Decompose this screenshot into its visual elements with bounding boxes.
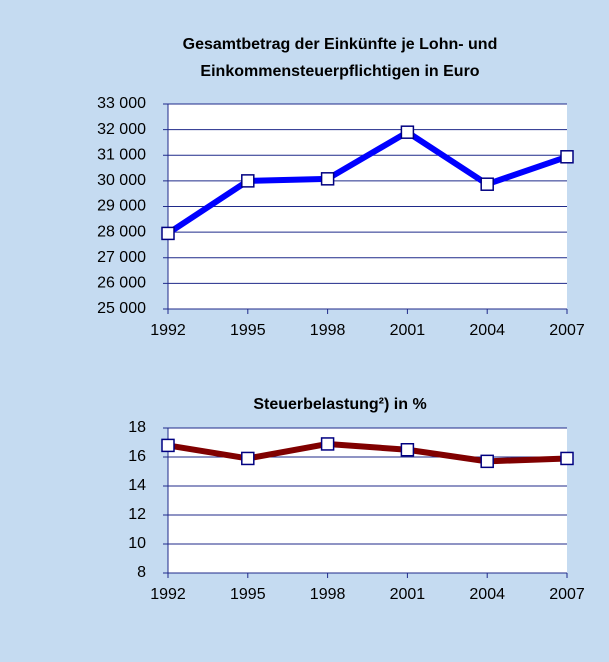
- plot-area: [168, 428, 567, 573]
- marker: [560, 451, 574, 466]
- y-tick-label: 8: [137, 564, 146, 581]
- y-tick-label: 33 000: [97, 95, 146, 112]
- marker: [161, 226, 175, 241]
- marker: [320, 437, 335, 451]
- y-tick-label: 27 000: [97, 249, 146, 266]
- y-tick-label: 28 000: [97, 223, 146, 240]
- y-tick-label: 18: [128, 419, 146, 436]
- chart-title: Einkommensteuerpflichtigen in Euro: [200, 63, 479, 80]
- x-tick-label: 2004: [469, 586, 505, 603]
- chart-title: Gesamtbetrag der Einkünfte je Lohn- und: [183, 36, 498, 53]
- x-tick-label: 1992: [150, 586, 186, 603]
- y-tick-label: 32 000: [97, 121, 146, 138]
- marker: [480, 177, 494, 191]
- chart-title: Steuerbelastung²) in %: [253, 396, 426, 413]
- x-tick-label: 2007: [549, 586, 585, 603]
- y-tick-label: 31 000: [97, 146, 146, 163]
- x-tick-label: 2004: [469, 322, 505, 339]
- marker: [241, 174, 255, 188]
- y-tick-label: 10: [128, 535, 146, 552]
- x-tick-label: 1998: [310, 586, 346, 603]
- marker: [400, 125, 415, 139]
- y-tick-label: 25 000: [97, 300, 146, 317]
- marker: [241, 451, 255, 466]
- x-tick-label: 1995: [230, 586, 266, 603]
- line: [167, 440, 568, 465]
- x-tick-label: 2001: [390, 586, 426, 603]
- x-tick-label: 1995: [230, 322, 266, 339]
- y-tick-label: 30 000: [97, 172, 146, 189]
- y-tick-label: 16: [128, 448, 146, 465]
- y-tick-label: 26 000: [97, 275, 146, 292]
- marker: [400, 443, 415, 457]
- marker: [560, 150, 574, 164]
- x-tick-label: 1992: [150, 322, 186, 339]
- x-tick-label: 2001: [390, 322, 426, 339]
- marker: [320, 172, 335, 186]
- line: [166, 129, 568, 236]
- marker: [161, 438, 175, 453]
- y-tick-label: 12: [128, 506, 146, 523]
- y-tick-label: 29 000: [97, 198, 146, 215]
- x-tick-label: 2007: [549, 322, 585, 339]
- y-tick-label: 14: [128, 477, 146, 494]
- x-tick-label: 1998: [310, 322, 346, 339]
- marker: [480, 454, 494, 469]
